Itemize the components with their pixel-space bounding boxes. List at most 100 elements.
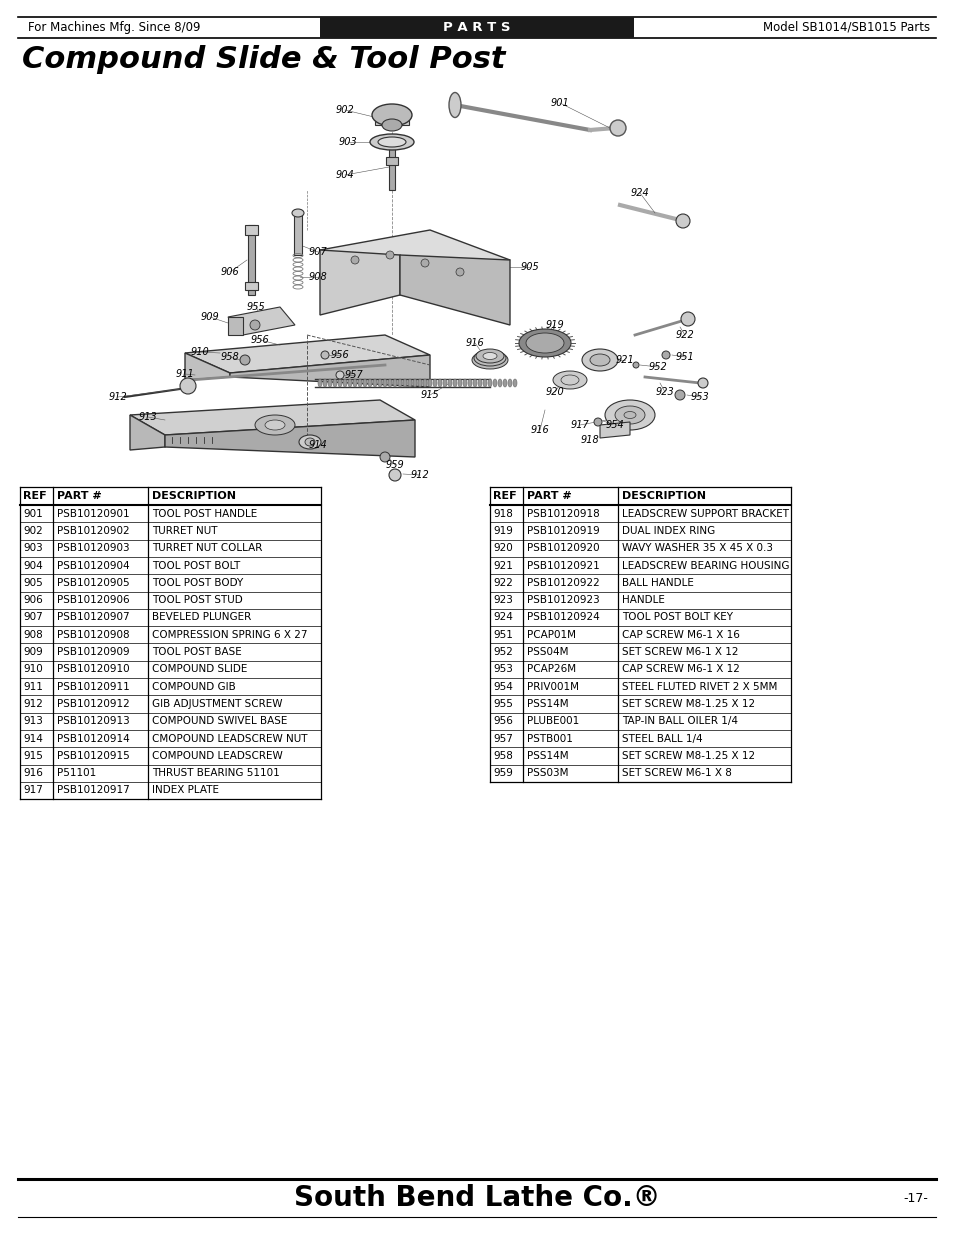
Text: PRIV001M: PRIV001M [526, 682, 578, 692]
Text: TURRET NUT: TURRET NUT [152, 526, 217, 536]
Ellipse shape [292, 209, 304, 217]
Text: BEVELED PLUNGER: BEVELED PLUNGER [152, 613, 251, 622]
Ellipse shape [513, 379, 517, 387]
Text: PSB10120906: PSB10120906 [57, 595, 130, 605]
Ellipse shape [377, 137, 406, 147]
Text: 907: 907 [23, 613, 43, 622]
Text: 921: 921 [493, 561, 513, 571]
Text: PCAP01M: PCAP01M [526, 630, 576, 640]
Ellipse shape [343, 379, 347, 387]
Polygon shape [185, 353, 230, 380]
Ellipse shape [372, 104, 412, 126]
Bar [389, 142, 395, 190]
Text: PSS14M: PSS14M [526, 751, 568, 761]
Text: 918: 918 [493, 509, 513, 519]
Text: LEADSCREW BEARING HOUSING: LEADSCREW BEARING HOUSING [621, 561, 789, 571]
Text: 915: 915 [420, 390, 439, 400]
Ellipse shape [254, 415, 294, 435]
Ellipse shape [353, 379, 356, 387]
Text: DESCRIPTION: DESCRIPTION [152, 492, 235, 501]
Text: 924: 924 [630, 188, 649, 198]
Text: 951: 951 [675, 352, 694, 362]
Text: PSB10120904: PSB10120904 [57, 561, 130, 571]
Ellipse shape [497, 379, 501, 387]
Ellipse shape [317, 379, 322, 387]
Text: 906: 906 [220, 267, 239, 277]
Text: 955: 955 [247, 303, 265, 312]
Text: SET SCREW M8-1.25 X 12: SET SCREW M8-1.25 X 12 [621, 699, 755, 709]
Ellipse shape [481, 354, 497, 362]
Text: COMPOUND GIB: COMPOUND GIB [152, 682, 235, 692]
Polygon shape [228, 308, 294, 335]
Ellipse shape [363, 379, 367, 387]
Circle shape [351, 256, 358, 264]
Text: TAP-IN BALL OILER 1/4: TAP-IN BALL OILER 1/4 [621, 716, 738, 726]
Text: 913: 913 [138, 412, 157, 422]
Circle shape [389, 469, 400, 480]
Text: STEEL BALL 1/4: STEEL BALL 1/4 [621, 734, 702, 743]
Text: 922: 922 [675, 330, 694, 340]
Ellipse shape [402, 379, 407, 387]
Ellipse shape [581, 350, 618, 370]
Ellipse shape [525, 333, 563, 353]
Text: TOOL POST BASE: TOOL POST BASE [152, 647, 241, 657]
Text: LEADSCREW SUPPORT BRACKET: LEADSCREW SUPPORT BRACKET [621, 509, 788, 519]
Polygon shape [230, 354, 430, 387]
Ellipse shape [413, 379, 416, 387]
Circle shape [633, 362, 639, 368]
Text: 916: 916 [465, 338, 484, 348]
Text: 912: 912 [410, 471, 429, 480]
Text: 904: 904 [335, 170, 354, 180]
Text: 911: 911 [175, 369, 194, 379]
Text: SET SCREW M8-1.25 X 12: SET SCREW M8-1.25 X 12 [621, 751, 755, 761]
Text: 902: 902 [23, 526, 43, 536]
Bar [248, 225, 254, 295]
Text: 918: 918 [580, 435, 598, 445]
Text: COMPOUND SLIDE: COMPOUND SLIDE [152, 664, 247, 674]
Circle shape [609, 120, 625, 136]
Text: 915: 915 [23, 751, 43, 761]
Text: COMPOUND LEADSCREW: COMPOUND LEADSCREW [152, 751, 282, 761]
Text: TOOL POST BOLT: TOOL POST BOLT [152, 561, 240, 571]
Text: REF: REF [23, 492, 47, 501]
Text: PSB10120920: PSB10120920 [526, 543, 599, 553]
Text: 906: 906 [23, 595, 43, 605]
Ellipse shape [507, 379, 512, 387]
Ellipse shape [422, 379, 427, 387]
Circle shape [676, 214, 689, 228]
Text: CAP SCREW M6-1 X 16: CAP SCREW M6-1 X 16 [621, 630, 740, 640]
Ellipse shape [381, 119, 401, 131]
Circle shape [379, 452, 390, 462]
Ellipse shape [493, 379, 497, 387]
Ellipse shape [468, 379, 472, 387]
Text: P A R T S: P A R T S [443, 21, 510, 35]
Text: TURRET NUT COLLAR: TURRET NUT COLLAR [152, 543, 262, 553]
Text: PSB10120903: PSB10120903 [57, 543, 130, 553]
Ellipse shape [462, 379, 467, 387]
Ellipse shape [368, 379, 372, 387]
Ellipse shape [333, 379, 336, 387]
Text: 910: 910 [191, 347, 209, 357]
Ellipse shape [373, 379, 376, 387]
Text: TOOL POST STUD: TOOL POST STUD [152, 595, 242, 605]
Text: 911: 911 [23, 682, 43, 692]
Ellipse shape [448, 379, 452, 387]
Text: 953: 953 [690, 391, 709, 403]
Circle shape [250, 320, 260, 330]
Text: PSB10120914: PSB10120914 [57, 734, 130, 743]
Circle shape [698, 378, 707, 388]
Polygon shape [228, 317, 243, 335]
Text: 917: 917 [23, 785, 43, 795]
Ellipse shape [417, 379, 421, 387]
Text: PSB10120918: PSB10120918 [526, 509, 599, 519]
Text: 956: 956 [493, 716, 513, 726]
Ellipse shape [437, 379, 441, 387]
Ellipse shape [393, 379, 396, 387]
Text: PSB10120910: PSB10120910 [57, 664, 130, 674]
Ellipse shape [477, 379, 481, 387]
Text: 957: 957 [344, 370, 363, 380]
Text: DESCRIPTION: DESCRIPTION [621, 492, 705, 501]
Text: 952: 952 [493, 647, 513, 657]
Ellipse shape [482, 379, 486, 387]
Text: 909: 909 [200, 312, 219, 322]
